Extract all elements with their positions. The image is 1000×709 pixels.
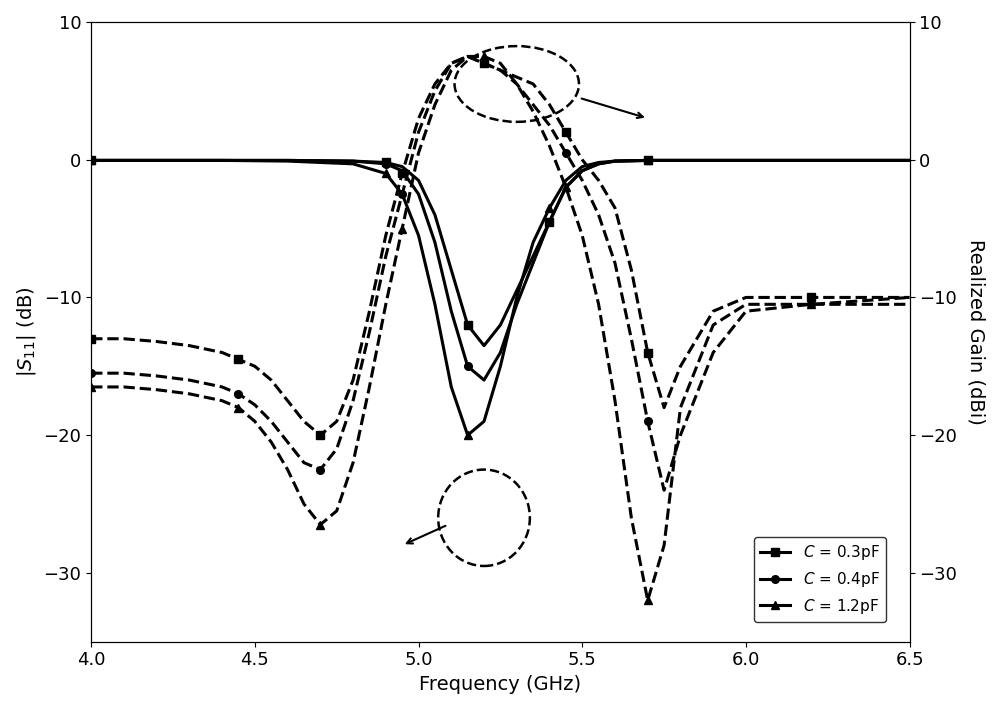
Legend: $C$ = 0.3pF, $C$ = 0.4pF, $C$ = 1.2pF: $C$ = 0.3pF, $C$ = 0.4pF, $C$ = 1.2pF [754, 537, 886, 622]
Y-axis label: $|S_{11}|$ (dB): $|S_{11}|$ (dB) [15, 286, 38, 377]
Y-axis label: Realized Gain (dBi): Realized Gain (dBi) [966, 239, 985, 425]
X-axis label: Frequency (GHz): Frequency (GHz) [419, 675, 581, 694]
